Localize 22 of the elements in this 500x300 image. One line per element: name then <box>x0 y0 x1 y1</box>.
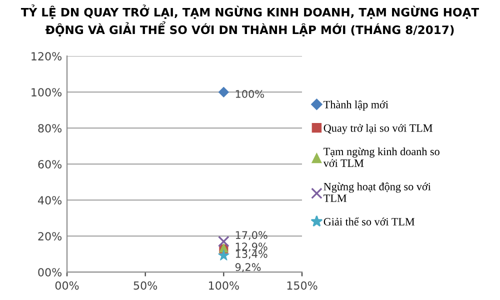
y-tick-label: 80% <box>38 124 62 132</box>
legend-label: Quay trở lại so với TLM <box>324 124 432 134</box>
data-label: 9,2% <box>235 263 261 272</box>
legend-label: Thành lập mới <box>324 100 388 111</box>
x-tick-label: 00% <box>55 281 79 290</box>
x-tick-label: 150% <box>287 281 318 290</box>
x-tick-label: 100% <box>209 281 239 290</box>
y-tick-label: 00% <box>38 268 62 276</box>
data-label: 13,4% <box>236 250 268 260</box>
data-label: 100% <box>236 90 264 98</box>
data-label: 17,0% <box>236 231 268 240</box>
y-tick-label: 60% <box>38 160 62 168</box>
x-tick-label: 50% <box>134 281 158 290</box>
y-tick-label: 120% <box>32 52 62 60</box>
y-tick-label: 40% <box>38 196 62 204</box>
legend-label: Giải thể so với TLM <box>324 217 415 226</box>
legend-label: Ngừng hoạt động so với TLM <box>324 182 431 202</box>
legend-label: Tạm ngừng kinh doanh so với TLM <box>323 147 440 167</box>
y-tick-label: 100% <box>32 88 62 96</box>
y-tick-label: 20% <box>38 232 62 240</box>
data-label: 12,9% <box>236 242 268 252</box>
chart-title: TỶ LỆ DN QUAY TRỞ LẠI, TẠM NGỪNG KINH DOANH, TẠM NGỪNG HOẠT ĐỘNG VÀ GIẢI THỂ SO VỚI DN THÀNH LẬP MỚI (THÁNG 8/2017) <box>20 4 480 36</box>
